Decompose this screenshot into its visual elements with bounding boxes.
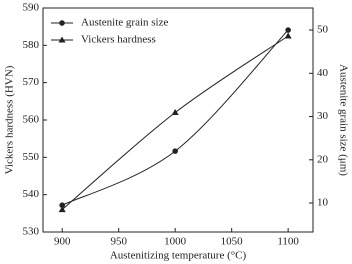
marker bbox=[59, 202, 66, 208]
y-tick-label: 550 bbox=[23, 151, 40, 163]
marker bbox=[58, 206, 66, 213]
x-tick-label: 1000 bbox=[164, 236, 187, 248]
x-tick-label: 1100 bbox=[277, 236, 299, 248]
y2-tick-label: 20 bbox=[317, 153, 329, 165]
marker bbox=[285, 27, 291, 33]
y-tick-label: 530 bbox=[23, 226, 40, 238]
y-tick-label: 580 bbox=[23, 39, 40, 51]
y-axis-label: Vickers hardness (HVN) bbox=[4, 65, 16, 174]
y2-axis-label: Austenite grain size (μm) bbox=[337, 64, 349, 176]
legend-label: Vickers hardness bbox=[81, 34, 156, 46]
y-tick-label: 590 bbox=[23, 2, 40, 14]
x-tick-label: 900 bbox=[54, 236, 71, 248]
y-tick-label: 540 bbox=[23, 188, 40, 200]
series-line bbox=[61, 29, 289, 206]
y-tick-label: 560 bbox=[23, 114, 40, 126]
marker bbox=[284, 32, 292, 39]
y-tick-label: 570 bbox=[23, 76, 40, 88]
marker bbox=[58, 36, 66, 43]
y2-tick-label: 50 bbox=[317, 24, 329, 36]
y2-tick-label: 40 bbox=[317, 67, 329, 79]
y2-tick-label: 10 bbox=[317, 197, 329, 209]
legend-label: Austenite grain size bbox=[81, 17, 168, 29]
marker bbox=[172, 148, 178, 154]
x-tick-label: 1050 bbox=[221, 236, 244, 248]
series-line bbox=[61, 35, 289, 210]
x-tick-label: 950 bbox=[110, 236, 127, 248]
marker bbox=[59, 20, 65, 26]
x-axis-label: Austenitizing temperature (°C) bbox=[110, 250, 247, 262]
marker bbox=[171, 109, 179, 116]
y2-tick-label: 30 bbox=[317, 110, 329, 122]
